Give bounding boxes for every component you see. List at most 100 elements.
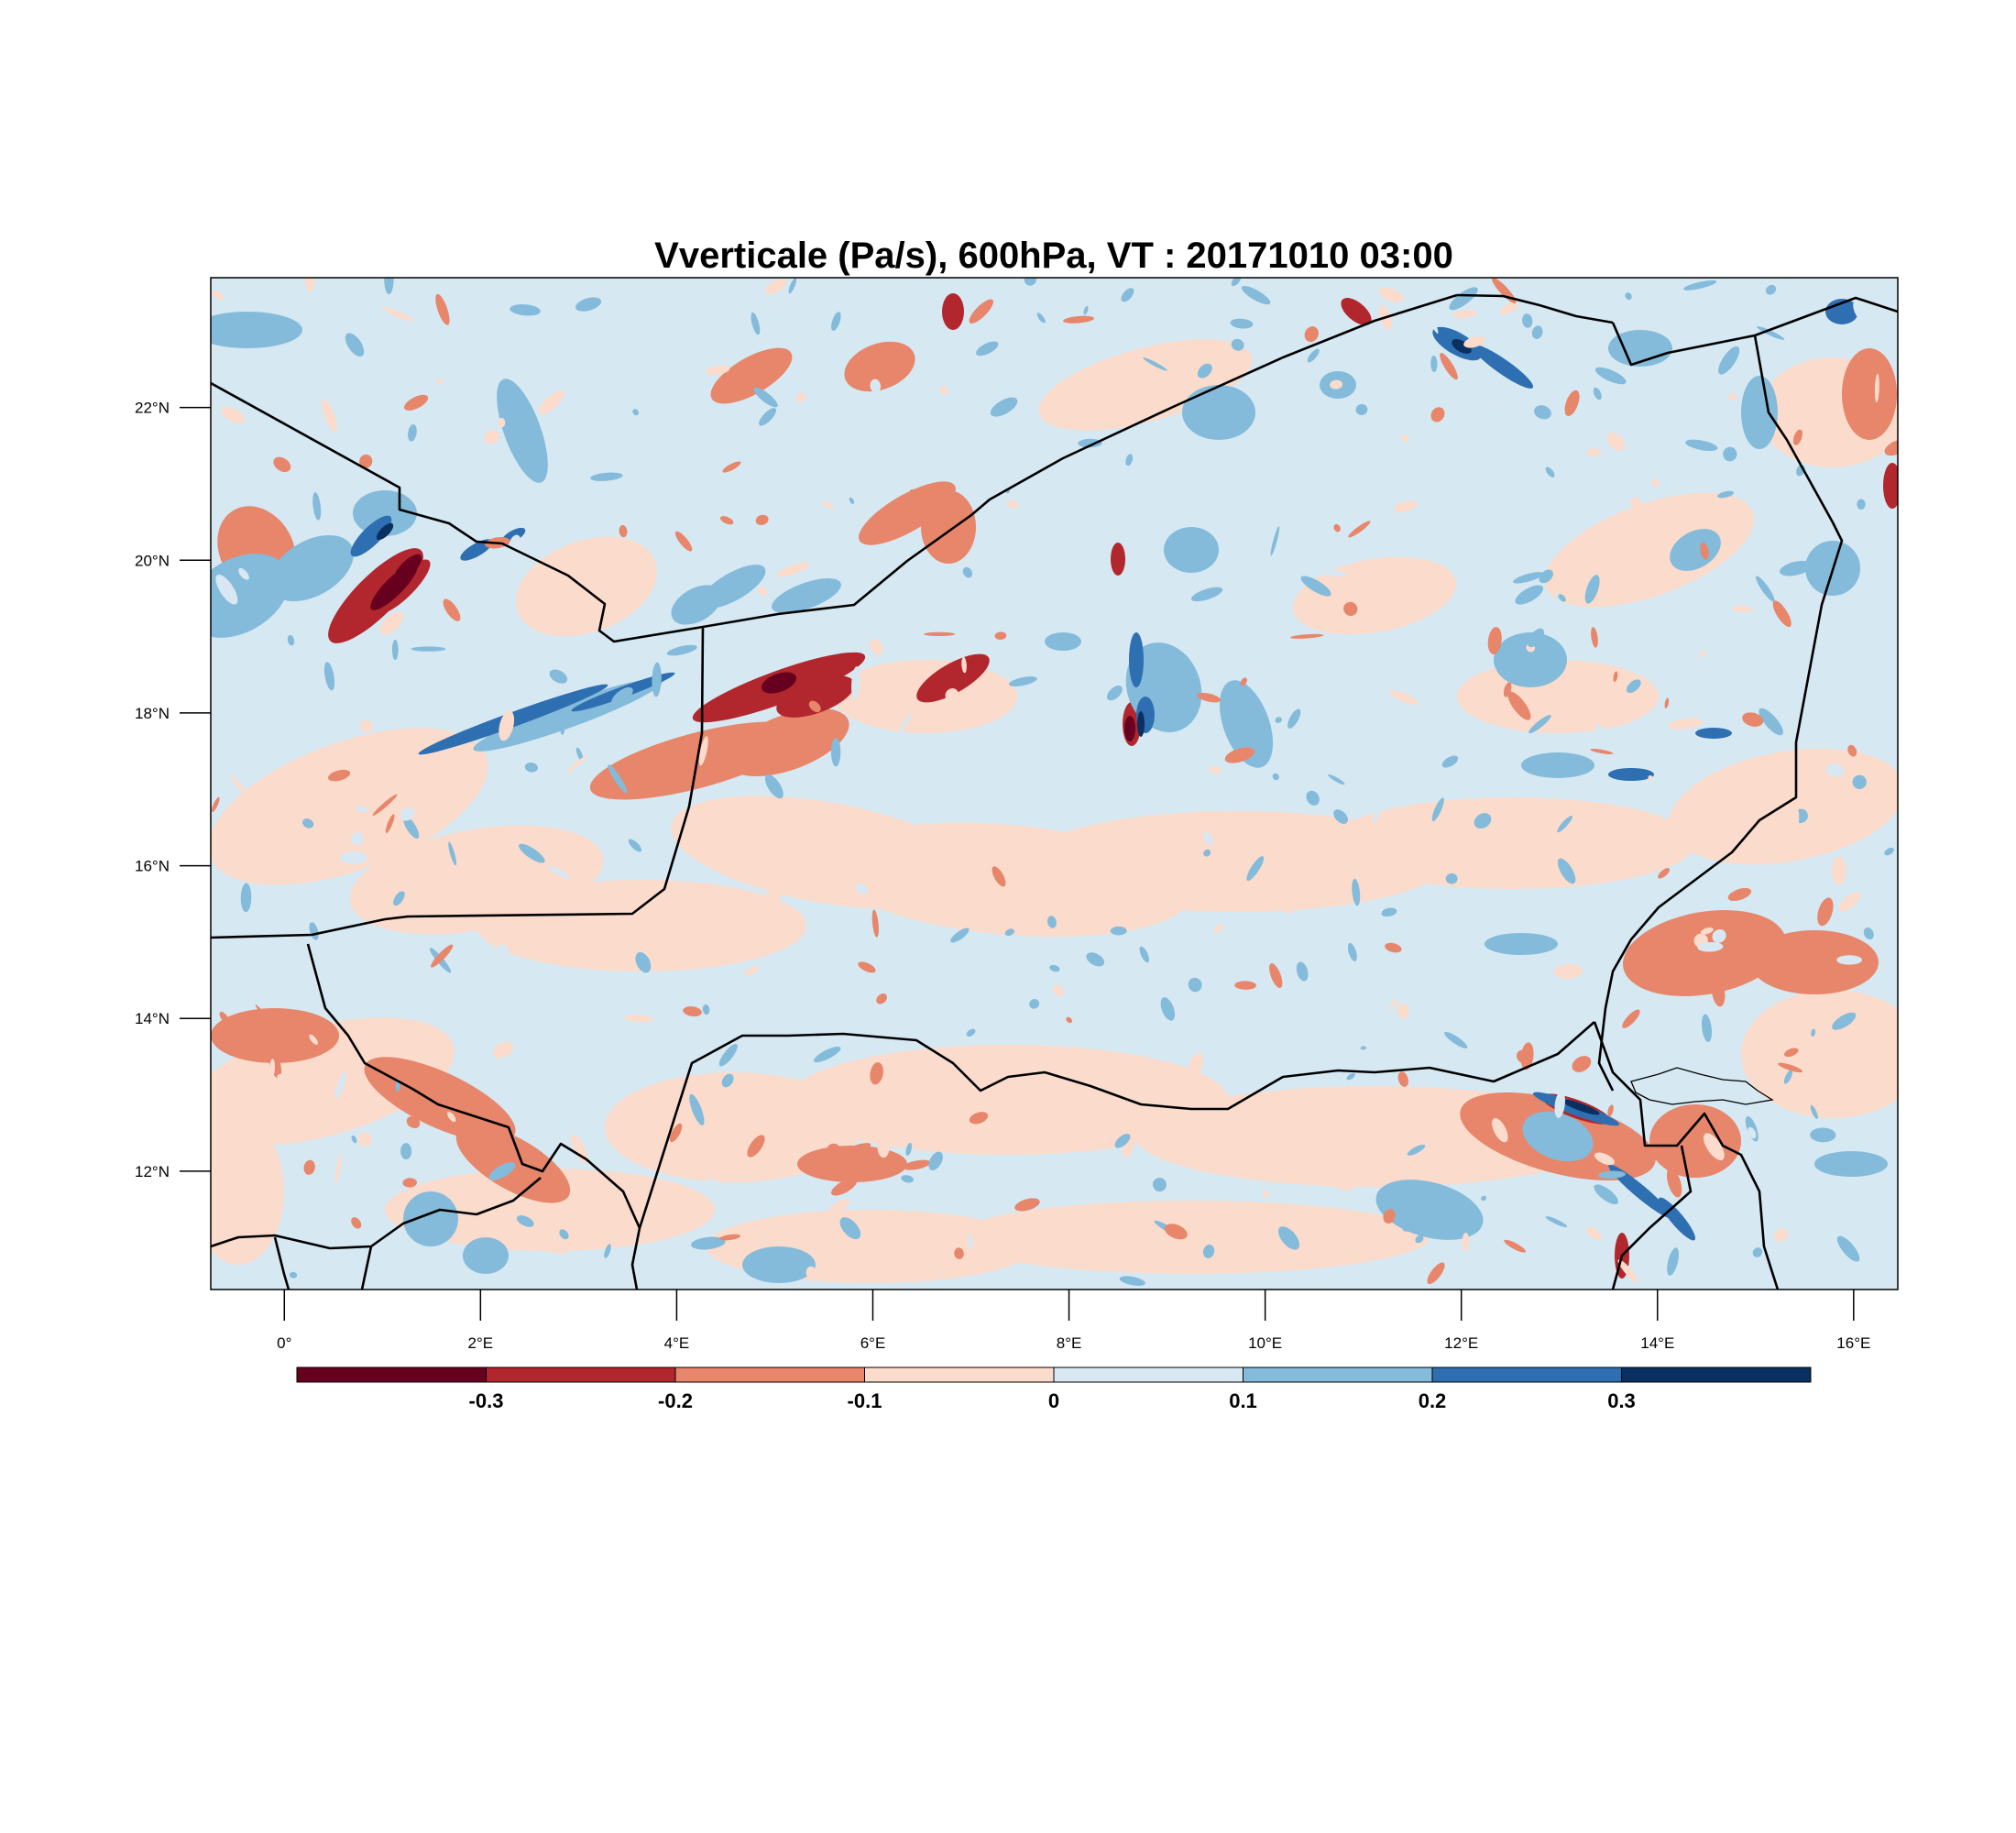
field-contour (1874, 373, 1879, 403)
field-contour (1440, 353, 1458, 380)
field-contour (1219, 532, 1226, 548)
field-contour (1700, 542, 1709, 560)
field-contour (821, 500, 834, 510)
field-contour (1383, 1209, 1396, 1224)
field-contour (1262, 1191, 1269, 1198)
field-contour (212, 290, 225, 301)
field-contour (1842, 348, 1897, 440)
field-contour (391, 639, 399, 661)
field-contour (515, 536, 658, 637)
field-contour (808, 700, 821, 713)
field-contour (1313, 569, 1348, 576)
field-contour (547, 865, 570, 879)
field-contour (1772, 600, 1791, 628)
field-contour (1481, 1195, 1487, 1202)
field-contour (1111, 543, 1125, 576)
field-contour (385, 1169, 715, 1251)
field-contour (549, 669, 568, 684)
field-contour (719, 516, 734, 525)
field-contour (1811, 1028, 1816, 1037)
field-contour (1651, 478, 1660, 488)
field-contour (632, 409, 640, 416)
field-contour (751, 312, 761, 335)
field-contour (844, 341, 915, 392)
field-contour (1138, 845, 1159, 860)
field-contour (1626, 679, 1641, 694)
field-contour (1208, 765, 1222, 774)
border-burkina-faso (306, 943, 641, 1229)
field-contour (509, 304, 541, 316)
field-contour (1004, 928, 1015, 937)
field-contour (839, 1143, 871, 1157)
field-contour (463, 1237, 509, 1274)
field-contour (1452, 309, 1477, 319)
field-contour (1595, 723, 1603, 737)
field-contour (742, 1246, 816, 1283)
colorbar-label: -0.2 (658, 1389, 693, 1412)
field-contour (1285, 903, 1295, 914)
field-contour (1292, 1213, 1317, 1226)
field-contour (492, 1041, 514, 1059)
field-contour (831, 312, 841, 331)
field-contour (215, 574, 238, 605)
field-contour (302, 818, 314, 829)
field-contour (1741, 990, 1898, 1118)
field-contour (320, 432, 349, 446)
colorbar-swatch (1243, 1367, 1433, 1383)
field-contour (411, 646, 446, 652)
field-contour (1594, 367, 1627, 385)
field-contour (1664, 697, 1670, 708)
field-contour (969, 299, 994, 324)
field-contour (604, 1244, 611, 1258)
field-contour (1360, 1046, 1367, 1050)
field-contour (1306, 790, 1320, 806)
field-contour (718, 1234, 741, 1241)
field-contour (211, 554, 290, 638)
field-contour (1584, 575, 1600, 604)
field-contour (1625, 292, 1632, 301)
field-contour (1024, 278, 1036, 286)
field-contour (830, 1178, 858, 1196)
field-contour (788, 1045, 1228, 1155)
field-contour (1203, 849, 1211, 857)
field-contour (1742, 712, 1764, 727)
field-contour (570, 1134, 588, 1164)
field-contour (1185, 537, 1202, 552)
field-contour (1300, 576, 1331, 597)
field-contour (1810, 1127, 1836, 1143)
field-contour (1255, 664, 1280, 687)
field-contour (1296, 961, 1309, 982)
field-contour (447, 1112, 456, 1123)
field-contour (1534, 405, 1551, 420)
field-contour (698, 736, 708, 766)
field-contour (702, 1004, 710, 1015)
field-contour (560, 719, 565, 735)
field-contour (382, 307, 414, 322)
field-contour (1224, 747, 1255, 763)
field-contour (1494, 632, 1567, 687)
field-contour (1183, 698, 1193, 711)
field-contour (849, 497, 855, 504)
field-contour (1649, 1104, 1741, 1178)
field-contour (707, 1178, 718, 1188)
field-contour (1750, 930, 1879, 994)
field-contour (1390, 997, 1398, 1010)
field-contour (402, 816, 420, 840)
field-contour (1585, 448, 1602, 456)
field-contour (916, 653, 990, 703)
border-niger-chad (1597, 335, 1844, 1092)
field-contour (1683, 280, 1717, 291)
field-contour (710, 347, 793, 404)
field-contour (1554, 1091, 1565, 1118)
field-contour (691, 1236, 726, 1250)
field-contour (488, 1162, 516, 1180)
colorbar-swatch (674, 1367, 865, 1383)
field-contour (1485, 933, 1558, 955)
field-contour (992, 866, 1006, 887)
field-contour (1321, 873, 1330, 881)
field-contour (495, 944, 510, 964)
field-contour (1287, 708, 1301, 729)
lon-tick-label: 6°E (860, 1334, 886, 1352)
field-contour (876, 993, 887, 1004)
